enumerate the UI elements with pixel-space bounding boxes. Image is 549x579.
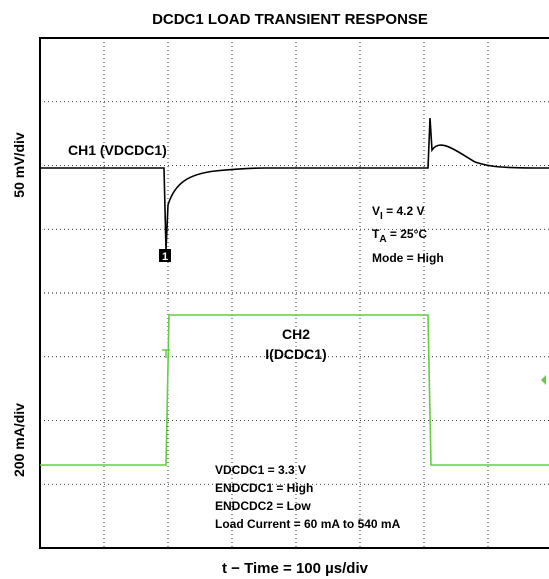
ch2-trigger-marker bbox=[162, 349, 170, 358]
plot-frame bbox=[39, 37, 549, 549]
note: VDCDC1 = 3.3 V bbox=[215, 463, 306, 477]
ch2-label: I(DCDC1) bbox=[265, 346, 326, 362]
vi-sub: I bbox=[380, 211, 383, 222]
ch1-label: CH1 (VDCDC1) bbox=[68, 142, 167, 158]
note: ENDCDC1 = High bbox=[215, 481, 313, 495]
vi-main: V bbox=[372, 204, 380, 218]
title: DCDC1 LOAD TRANSIENT RESPONSE bbox=[152, 11, 428, 28]
ch2-label: CH2 bbox=[282, 326, 310, 342]
ta-sub: A bbox=[379, 234, 386, 245]
ch2-level-marker bbox=[541, 375, 546, 385]
ta-main: T bbox=[372, 227, 380, 241]
ch2-trace bbox=[40, 314, 549, 466]
condition-ta: TA = 25°C bbox=[372, 227, 427, 245]
ch1-marker-box bbox=[159, 249, 171, 262]
y-label-top: 50 mV/div bbox=[11, 132, 27, 198]
condition-mode: Mode = High bbox=[372, 251, 444, 265]
x-label: t − Time = 100 µs/div bbox=[222, 560, 369, 577]
vi-rest: = 4.2 V bbox=[383, 204, 425, 218]
note: ENDCDC2 = Low bbox=[215, 499, 311, 513]
ta-rest: = 25°C bbox=[387, 227, 428, 241]
ch1-trace bbox=[40, 117, 549, 251]
ch1-marker: 1 bbox=[162, 251, 168, 263]
grid bbox=[40, 38, 549, 548]
y-label-bottom: 200 mA/div bbox=[11, 403, 27, 477]
condition-vi: VI = 4.2 V bbox=[372, 204, 425, 222]
note: Load Current = 60 mA to 540 mA bbox=[215, 517, 401, 531]
